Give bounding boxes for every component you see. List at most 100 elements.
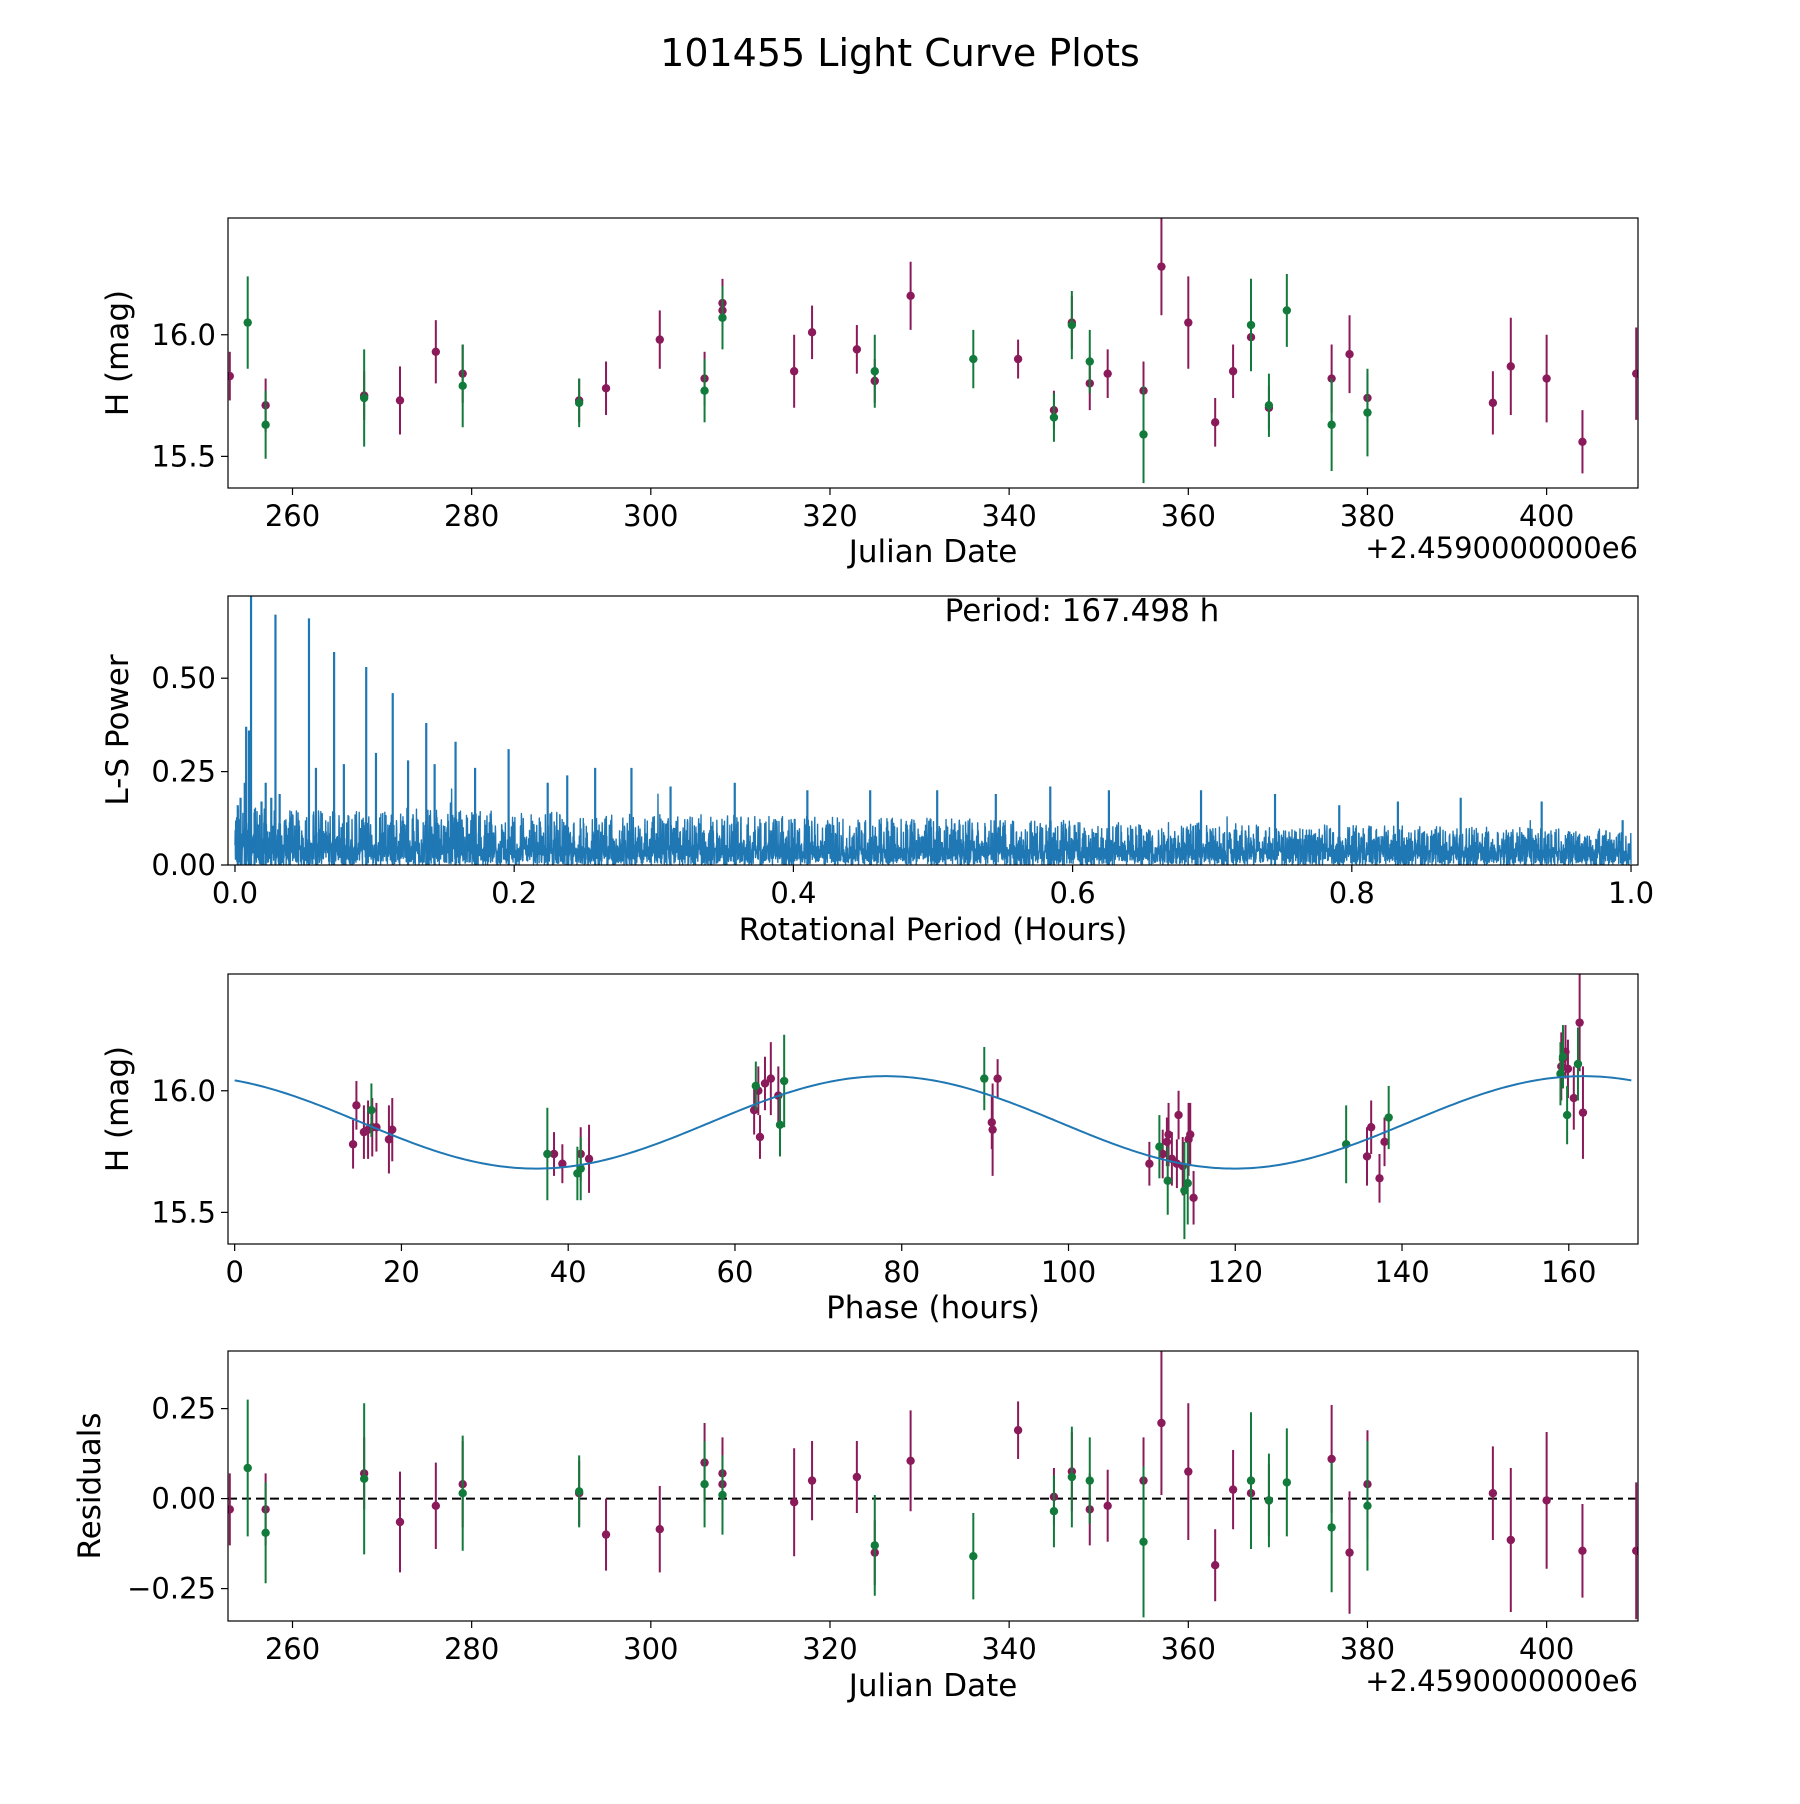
phase-curve-data-point bbox=[751, 1081, 761, 1091]
phase-curve-data-point bbox=[1558, 1052, 1568, 1061]
residuals-data-point bbox=[1139, 1537, 1148, 1547]
periodogram-frame bbox=[227, 595, 1639, 866]
periodogram-xtick-label: 0.2 bbox=[491, 876, 537, 910]
phase-curve-data-point bbox=[1180, 1186, 1189, 1195]
residuals-data-point bbox=[1345, 1548, 1354, 1557]
residuals-ylabel: Residuals bbox=[72, 1412, 108, 1559]
residuals-xtick-label: 360 bbox=[1161, 1632, 1216, 1666]
light-curve-data-point bbox=[359, 393, 369, 403]
phase-curve-data-point bbox=[779, 1076, 789, 1086]
residuals-data-point bbox=[1578, 1546, 1587, 1556]
periodogram-ytick-label: 0.00 bbox=[151, 848, 216, 882]
phase-curve-data-point bbox=[384, 1135, 394, 1144]
residuals-xlabel: Julian Date bbox=[847, 1668, 1018, 1704]
light-curve-xlabel: Julian Date bbox=[847, 534, 1018, 570]
phase-curve-data-point bbox=[1189, 1193, 1198, 1202]
residuals-data-point bbox=[1542, 1496, 1551, 1505]
periodogram-panel: 0.0 0.2 0.4 0.6 0.8 1.0 0.00 0.25 0.50 Period: 1… bbox=[100, 593, 1654, 948]
light-curve-data-point bbox=[261, 420, 270, 429]
residuals-xtick-label: 280 bbox=[444, 1632, 499, 1666]
residuals-data-point bbox=[574, 1487, 584, 1496]
phase-curve-data-point bbox=[775, 1120, 785, 1130]
residuals-data-point bbox=[1282, 1478, 1292, 1487]
periodogram-ylabel: L-S Power bbox=[100, 654, 136, 805]
residuals-data-point bbox=[458, 1489, 467, 1498]
residuals-data-point bbox=[1067, 1472, 1077, 1482]
light-curve-data-point bbox=[1327, 420, 1336, 429]
residuals-data-point bbox=[852, 1472, 862, 1482]
light-curve-data-point bbox=[718, 313, 727, 322]
phase-curve-data-point bbox=[1183, 1178, 1192, 1188]
light-curve-data-point bbox=[700, 386, 709, 395]
light-curve-xtick-label: 280 bbox=[444, 499, 499, 533]
residuals-data-point bbox=[261, 1528, 270, 1538]
light-curve-data-point bbox=[1542, 374, 1551, 383]
phase-curve-data-point bbox=[766, 1074, 776, 1083]
periodogram-power-line bbox=[234, 788, 1632, 865]
residuals-ticks: 260 280 300 320 340 360 380 400 −0.25 0.00 0.25 bbox=[127, 1392, 1574, 1666]
phase-curve-data-point bbox=[576, 1164, 585, 1173]
light-curve-data-point bbox=[1282, 306, 1292, 315]
light-curve-frame bbox=[227, 217, 1639, 489]
phase-curve-data-point bbox=[1380, 1137, 1389, 1147]
phase-curve-xtick-label: 140 bbox=[1374, 1255, 1429, 1289]
figure-title: 101455 Light Curve Plots bbox=[660, 31, 1140, 75]
light-curve-data-point bbox=[1506, 362, 1515, 371]
light-curve-data-point bbox=[1210, 418, 1220, 427]
phase-curve-data-point bbox=[1186, 1130, 1195, 1139]
light-curve-xtick-label: 380 bbox=[1340, 499, 1395, 533]
residuals-data-point bbox=[431, 1501, 441, 1511]
residuals-xtick-label: 320 bbox=[802, 1632, 857, 1666]
light-curve-data-point bbox=[458, 381, 467, 391]
phase-curve-data-point bbox=[1578, 1108, 1588, 1117]
phase-curve-data-point bbox=[584, 1154, 594, 1164]
periodogram-xtick-label: 0.0 bbox=[212, 876, 258, 910]
phase-curve-data-point bbox=[755, 1132, 765, 1142]
residuals-data-point bbox=[1228, 1485, 1238, 1494]
phase-curve-data-point bbox=[980, 1074, 989, 1083]
phase-curve-xtick-label: 100 bbox=[1041, 1255, 1096, 1289]
light-curve-xtick-label: 400 bbox=[1519, 499, 1574, 533]
light-curve-data-point bbox=[1246, 320, 1256, 330]
residuals-xtick-label: 260 bbox=[265, 1632, 320, 1666]
residuals-data-point bbox=[1327, 1454, 1336, 1464]
phase-curve-data-point bbox=[1362, 1152, 1372, 1161]
phase-curve-points bbox=[234, 974, 1632, 1240]
phase-curve-data-point bbox=[1145, 1159, 1154, 1168]
light-curve-ticks: 260 280 300 320 340 360 380 400 15.5 16.0 bbox=[151, 318, 1574, 533]
phase-curve-data-point bbox=[352, 1101, 361, 1110]
light-curve-data-point bbox=[870, 367, 879, 376]
periodogram-line bbox=[234, 596, 1632, 865]
residuals-ytick-label: 0.00 bbox=[151, 1482, 216, 1516]
phase-curve-panel: 0 20 40 60 80 100 120 140 160 15.5 16.0 Phase (hou… bbox=[100, 973, 1639, 1326]
phase-curve-data-point bbox=[549, 1149, 559, 1159]
residuals-data-point bbox=[1246, 1476, 1256, 1485]
light-curve-data-point bbox=[1067, 320, 1077, 330]
phase-curve-data-point bbox=[1158, 1149, 1167, 1159]
light-curve-data-point bbox=[1103, 369, 1112, 378]
light-curve-data-point bbox=[228, 371, 234, 381]
light-curve-xtick-label: 320 bbox=[802, 499, 857, 533]
light-curve-data-point bbox=[395, 396, 405, 405]
residuals-data-point bbox=[718, 1490, 727, 1500]
phase-curve-xtick-label: 80 bbox=[883, 1255, 920, 1289]
residuals-data-point bbox=[1506, 1535, 1515, 1545]
light-curve-ytick-label: 15.5 bbox=[151, 439, 216, 473]
phase-curve-data-point bbox=[1563, 1064, 1573, 1074]
residuals-data-point bbox=[395, 1517, 405, 1527]
phase-curve-xtick-label: 20 bbox=[383, 1255, 420, 1289]
phase-curve-xtick-label: 160 bbox=[1541, 1255, 1596, 1289]
residuals-data-point bbox=[1013, 1426, 1023, 1435]
phase-curve-data-point bbox=[988, 1125, 997, 1134]
light-curve-ytick-label: 16.0 bbox=[151, 318, 216, 352]
light-curve-data-point bbox=[431, 347, 441, 356]
residuals-xtick-label: 400 bbox=[1519, 1632, 1574, 1666]
periodogram-xtick-label: 1.0 bbox=[1608, 876, 1654, 910]
residuals-data-point bbox=[1157, 1418, 1166, 1428]
residuals-data-point bbox=[359, 1474, 369, 1484]
phase-curve-data-point bbox=[1164, 1130, 1173, 1139]
phase-curve-xtick-label: 120 bbox=[1208, 1255, 1263, 1289]
phase-curve-xtick-label: 40 bbox=[550, 1255, 587, 1289]
